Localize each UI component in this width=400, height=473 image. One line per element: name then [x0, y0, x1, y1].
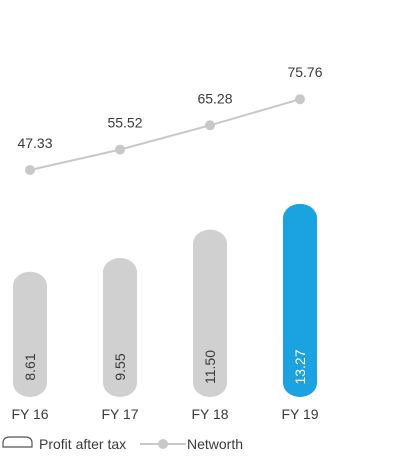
legend: Profit after tax Networth — [2, 436, 243, 452]
networth-line — [29, 98, 301, 171]
category-label: FY 19 — [281, 406, 318, 422]
legend-bar-label: Profit after tax — [39, 436, 126, 452]
bar-value-label: 13.27 — [292, 349, 308, 384]
legend-bar-swatch — [2, 436, 33, 448]
bar-value-label: 8.61 — [22, 353, 38, 380]
networth-point — [295, 94, 305, 105]
networth-point — [205, 120, 215, 131]
bar-fy-18 — [193, 229, 227, 397]
legend-line-label: Networth — [187, 436, 243, 452]
bar-fy-16 — [13, 271, 47, 397]
category-label: FY 16 — [11, 406, 48, 422]
bar-fy-19 — [283, 203, 317, 397]
networth-point — [115, 144, 125, 155]
networth-value-label: 55.52 — [107, 115, 142, 131]
category-label: FY 18 — [191, 406, 228, 422]
networth-value-label: 75.76 — [287, 64, 322, 80]
bar-value-label: 11.50 — [202, 350, 218, 384]
networth-line-layer: 47.33 55.52 65.28 75.76 — [17, 64, 323, 175]
category-label: FY 17 — [101, 406, 138, 422]
networth-point — [25, 165, 35, 175]
category-axis: FY 16 FY 17 FY 18 FY 19 — [11, 406, 318, 422]
bars-layer: 8.61 9.55 11.50 13.27 — [13, 203, 317, 397]
legend-line-marker — [158, 439, 168, 449]
bar-value-label: 9.55 — [112, 353, 128, 380]
networth-value-label: 65.28 — [197, 90, 232, 106]
bar-fy-17 — [103, 258, 137, 397]
networth-value-label: 47.33 — [17, 135, 52, 151]
